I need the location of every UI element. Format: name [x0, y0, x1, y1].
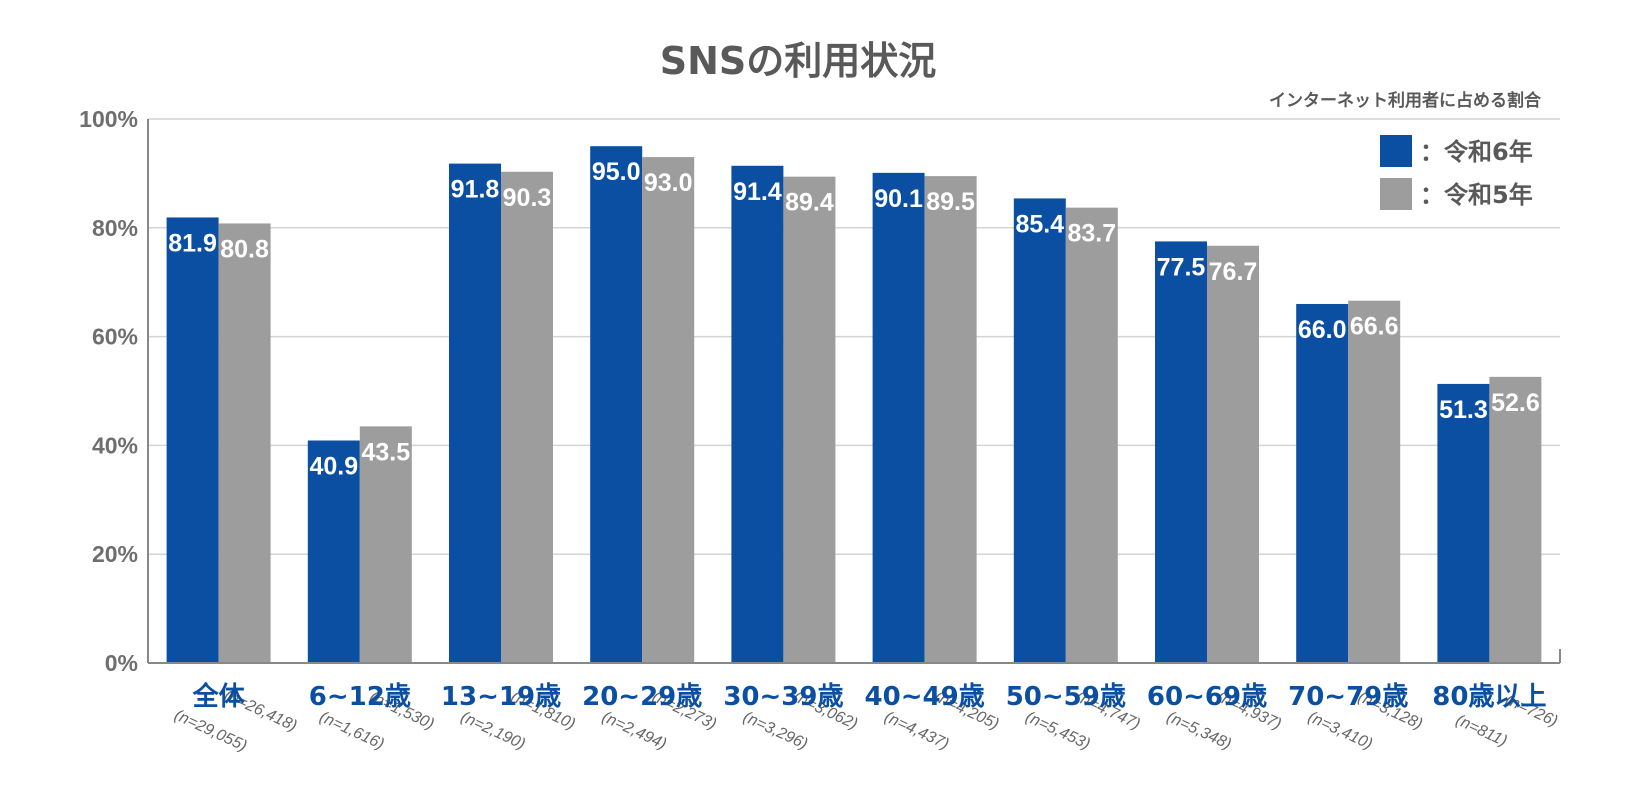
- legend-swatch-r6: [1380, 135, 1412, 167]
- y-tick-label: 40%: [92, 432, 138, 458]
- bar-value-label: 85.4: [1015, 210, 1064, 238]
- bar-value-label: 66.0: [1298, 316, 1347, 344]
- bar-r6: [731, 165, 784, 663]
- bar-value-label: 95.0: [592, 158, 641, 186]
- sample-size-label: (n=5,453): [1023, 709, 1093, 754]
- sample-size-label: (n=29,055): [172, 707, 250, 755]
- legend-label-r5: ：令和5年: [1420, 181, 1533, 209]
- bar-value-label: 77.5: [1157, 253, 1206, 281]
- category-label: 80歳以上: [1432, 682, 1546, 712]
- bar-r6: [1296, 303, 1349, 663]
- bar-value-label: 90.3: [503, 184, 552, 212]
- y-tick-label: 100%: [79, 106, 138, 132]
- legend-swatch-r5: [1380, 178, 1412, 210]
- bar-value-label: 76.7: [1209, 258, 1258, 286]
- category-label: 50~59歳: [1006, 682, 1126, 712]
- bar-r5: [501, 171, 553, 663]
- bar-r5: [1489, 376, 1542, 663]
- bar-r6: [166, 217, 219, 664]
- bar-r5: [783, 176, 836, 663]
- y-tick-label: 60%: [92, 324, 138, 350]
- bar-value-label: 66.6: [1350, 313, 1399, 341]
- y-tick-label: 20%: [92, 541, 138, 567]
- bar-r6: [1155, 241, 1207, 663]
- bar-r5: [1065, 207, 1118, 663]
- bar-r6: [307, 440, 360, 663]
- y-tick-label: 80%: [92, 215, 138, 241]
- bar-value-label: 90.1: [874, 185, 923, 213]
- bars-group: 81.9 80.8 40.943.5 91.8 90.3 95.0 93.0 91.4 89.4…: [166, 146, 1542, 664]
- bar-r6: [590, 146, 643, 663]
- bar-r6: [1437, 383, 1490, 663]
- bar-value-label: 89.5: [926, 188, 975, 216]
- category-label: 70~79歳: [1288, 682, 1408, 712]
- x-axis-labels: (n=29,055)(n=26,418)全体(n=1,616)(n=1,530)…: [172, 681, 1560, 755]
- bar-value-label: 52.6: [1491, 389, 1540, 417]
- sample-size-label: (n=3,296): [740, 709, 810, 754]
- legend: ：令和6年 ：令和5年: [1380, 135, 1533, 210]
- sample-size-label: (n=1,616): [317, 709, 387, 754]
- sample-size-label: (n=3,410): [1305, 709, 1375, 754]
- axes: [147, 119, 1561, 664]
- bar-r5: [924, 176, 977, 663]
- bar-value-label: 80.8: [220, 235, 269, 263]
- bar-value-label: 89.4: [785, 189, 834, 217]
- category-label: 全体: [192, 681, 246, 712]
- category-label: 60~69歳: [1147, 682, 1267, 712]
- bar-value-label: 40.9: [309, 453, 358, 481]
- category-label: 20~29歳: [582, 682, 702, 712]
- bar-value-label: 93.0: [644, 169, 693, 197]
- category-label: 6~12歳: [309, 682, 411, 712]
- bar-r5: [218, 223, 271, 663]
- bar-r5: [359, 426, 412, 663]
- sample-size-label: (n=4,437): [882, 709, 952, 754]
- legend-label-r6: ：令和6年: [1420, 138, 1533, 166]
- sample-size-label: (n=811): [1453, 712, 1509, 750]
- y-tick-label: 0%: [105, 650, 138, 676]
- bar-r5: [642, 157, 695, 663]
- bar-r5: [1348, 300, 1401, 663]
- bar-value-label: 51.3: [1439, 396, 1488, 424]
- sample-size-label: (n=2,190): [458, 709, 528, 754]
- y-axis-ticks: 0% 20% 40% 60% 80% 100%: [79, 106, 138, 676]
- bar-value-label: 91.8: [451, 176, 500, 204]
- bar-r6: [449, 163, 501, 663]
- bar-value-label: 83.7: [1067, 220, 1116, 248]
- bar-r6: [1013, 198, 1066, 663]
- chart-subtitle: インターネット利用者に占める割合: [1269, 90, 1542, 111]
- sample-size-label: (n=2,494): [599, 709, 669, 754]
- bar-value-label: 81.9: [168, 229, 217, 257]
- category-label: 13~19歳: [441, 682, 561, 712]
- bar-r6: [872, 172, 925, 663]
- category-label: 40~49歳: [865, 682, 985, 712]
- bar-r5: [1207, 245, 1259, 663]
- chart-title: SNSの利用状況: [660, 39, 937, 83]
- bar-value-label: 91.4: [733, 178, 782, 206]
- sample-size-label: (n=5,348): [1164, 709, 1234, 754]
- bar-value-label: 43.5: [361, 438, 410, 466]
- category-label: 30~39歳: [723, 682, 843, 712]
